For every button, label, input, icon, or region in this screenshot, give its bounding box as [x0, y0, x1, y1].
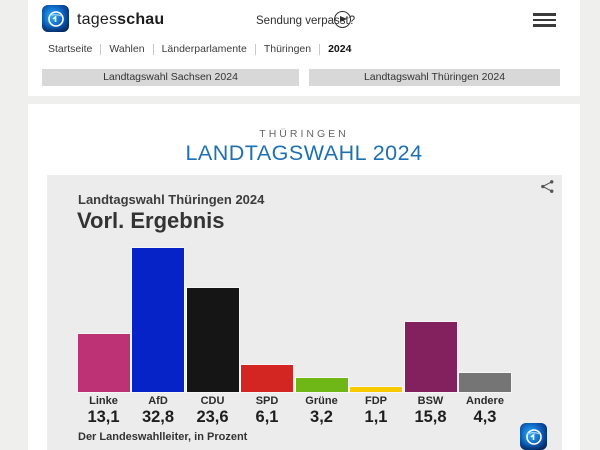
brand-wordmark[interactable]: tagesschau — [77, 11, 165, 28]
bar-bsw[interactable] — [403, 321, 458, 393]
play-icon[interactable] — [334, 11, 351, 28]
bar-cdu[interactable] — [185, 287, 240, 393]
bar-value: 23,6 — [196, 408, 229, 426]
bar-label: FDP — [365, 395, 387, 407]
bar-andere[interactable] — [458, 372, 512, 393]
bar-spd[interactable] — [240, 364, 294, 393]
bar-value: 13,1 — [87, 408, 120, 426]
site-header: tagesschau Sendung verpasst? Startseite … — [28, 0, 580, 96]
bar-label: Grüne — [305, 395, 338, 407]
bar-label: BSW — [417, 395, 444, 407]
page-kicker: THÜRINGEN — [259, 128, 349, 140]
menu-icon[interactable] — [533, 13, 556, 27]
bar-fdp[interactable] — [349, 386, 403, 393]
main-content: THÜRINGEN LANDTAGSWAHL 2024 Landtagswahl… — [28, 104, 580, 450]
results-chart: Landtagswahl Thüringen 2024 Vorl. Ergebn… — [47, 175, 562, 450]
breadcrumb-2024[interactable]: 2024 — [328, 43, 352, 55]
breadcrumb-startseite[interactable]: Startseite — [48, 43, 93, 55]
bar-label: SPD — [255, 395, 279, 407]
breadcrumb-separator — [152, 43, 154, 55]
bar-value: 4,3 — [473, 408, 497, 426]
breadcrumb-separator — [100, 43, 102, 55]
bar-label: Andere — [466, 395, 504, 407]
chart-title: Landtagswahl Thüringen 2024 — [78, 192, 265, 207]
bar-value: 6,1 — [255, 408, 279, 426]
breadcrumb-separator — [319, 43, 321, 55]
bar-linke[interactable] — [76, 333, 131, 393]
breadcrumb: Startseite Wahlen Länderparlamente Thüri… — [48, 43, 351, 55]
bar-grüne[interactable] — [294, 376, 349, 394]
sachsen-election-button[interactable]: Landtagswahl Sachsen 2024 — [42, 69, 299, 86]
bar-afd[interactable] — [131, 246, 185, 394]
thueringen-election-button[interactable]: Landtagswahl Thüringen 2024 — [309, 69, 560, 86]
tagesschau-logo-icon — [520, 423, 547, 450]
breadcrumb-thueringen[interactable]: Thüringen — [263, 43, 312, 55]
bar-value: 3,2 — [310, 408, 333, 426]
bar-value: 15,8 — [414, 408, 447, 426]
bar-value: 1,1 — [364, 408, 388, 426]
page-title: LANDTAGSWAHL 2024 — [185, 141, 423, 165]
chart-source: Der Landeswahlleiter, in Prozent — [78, 431, 248, 443]
breadcrumb-wahlen[interactable]: Wahlen — [109, 43, 145, 55]
bar-label: CDU — [200, 395, 225, 407]
bar-plot — [47, 175, 562, 394]
watch-missed-link[interactable]: Sendung verpasst? — [256, 15, 356, 27]
share-icon[interactable] — [540, 179, 555, 194]
bar-value: 32,8 — [141, 408, 175, 426]
chart-subtitle: Vorl. Ergebnis — [77, 208, 225, 233]
bar-label: AfD — [148, 395, 168, 407]
bar-label: Linke — [89, 395, 118, 407]
breadcrumb-separator — [254, 43, 256, 55]
breadcrumb-laenderparlamente[interactable]: Länderparlamente — [161, 43, 247, 55]
tagesschau-logo-icon[interactable] — [42, 5, 69, 32]
